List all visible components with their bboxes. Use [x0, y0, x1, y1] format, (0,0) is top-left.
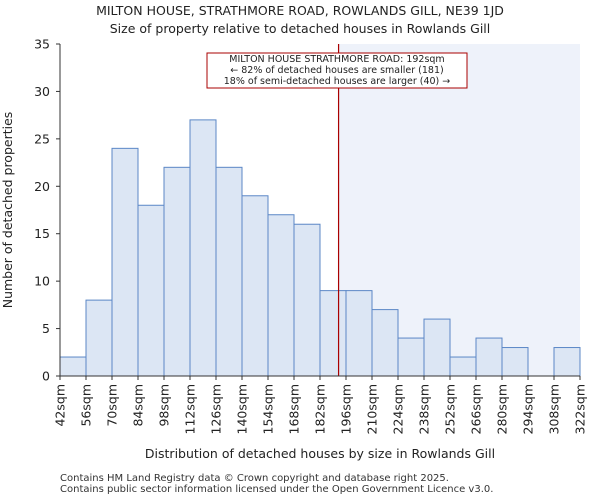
annotation-box: [206, 52, 468, 89]
bar-182sqm: [319, 290, 347, 377]
bar-238sqm: [423, 318, 451, 377]
x-tick-label-140sqm: 140sqm: [235, 384, 250, 434]
y-axis-label: Number of detached properties: [0, 112, 15, 309]
footer-line-1: Contains HM Land Registry data © Crown c…: [60, 473, 449, 484]
bar-84sqm: [137, 204, 165, 377]
footer-line-2: Contains public sector information licen…: [60, 484, 494, 495]
bar-42sqm: [59, 356, 87, 377]
x-tick-label-84sqm: 84sqm: [131, 384, 146, 427]
chart-title: MILTON HOUSE, STRATHMORE ROAD, ROWLANDS …: [96, 3, 504, 18]
y-tick-label: 20: [34, 179, 50, 194]
x-tick-label-280sqm: 280sqm: [495, 384, 510, 434]
bar-140sqm: [241, 195, 269, 377]
x-tick-label-168sqm: 168sqm: [287, 384, 302, 434]
bar-224sqm: [397, 337, 425, 377]
x-tick-label-126sqm: 126sqm: [209, 384, 224, 434]
y-tick-label: 25: [34, 131, 50, 146]
x-tick-label-56sqm: 56sqm: [79, 384, 94, 427]
bar-168sqm: [293, 223, 321, 377]
bar-98sqm: [163, 166, 191, 377]
x-tick-label-210sqm: 210sqm: [365, 384, 380, 434]
x-tick-label-252sqm: 252sqm: [443, 384, 458, 434]
x-tick-label-308sqm: 308sqm: [547, 384, 562, 434]
annotation-line-2: ← 82% of detached houses are smaller (18…: [230, 65, 443, 76]
x-tick-label-238sqm: 238sqm: [417, 384, 432, 434]
bar-210sqm: [371, 309, 399, 377]
x-tick-label-322sqm: 322sqm: [573, 384, 588, 434]
x-tick-label-70sqm: 70sqm: [105, 384, 120, 427]
x-tick-label-154sqm: 154sqm: [261, 384, 276, 434]
histogram-chart: 0 5 10 15 20 25 30 35 42sqm 56sqm 70sqm 84sqm 98sqm…: [0, 37, 588, 462]
x-axis-label: Distribution of detached houses by size …: [145, 446, 495, 461]
y-tick-label: 0: [42, 369, 50, 384]
y-tick-label: 10: [34, 274, 50, 289]
y-tick-label: 15: [34, 226, 50, 241]
bar-280sqm: [501, 347, 529, 377]
x-tick-label-294sqm: 294sqm: [521, 384, 536, 434]
bar-154sqm: [267, 214, 295, 377]
y-tick-label: 35: [34, 37, 50, 52]
annotation-line-1: MILTON HOUSE STRATHMORE ROAD: 192sqm: [229, 54, 444, 65]
bar-56sqm: [85, 299, 113, 377]
x-tick-label-42sqm: 42sqm: [53, 384, 68, 427]
x-tick-label-266sqm: 266sqm: [469, 384, 484, 434]
y-tick-label: 30: [34, 84, 50, 99]
bar-252sqm: [449, 356, 477, 377]
y-tick-label: 5: [42, 321, 50, 336]
x-tick-label-182sqm: 182sqm: [313, 384, 328, 434]
bar-266sqm: [475, 337, 503, 377]
annotation-line-3: 18% of semi-detached houses are larger (…: [224, 76, 451, 87]
chart-subtitle: Size of property relative to detached ho…: [109, 21, 491, 36]
bar-70sqm: [111, 147, 139, 377]
bar-126sqm: [215, 166, 243, 377]
x-tick-label-224sqm: 224sqm: [391, 384, 406, 434]
x-tick-label-196sqm: 196sqm: [339, 384, 354, 434]
bar-308sqm: [553, 347, 581, 377]
x-tick-label-112sqm: 112sqm: [183, 384, 198, 434]
bar-196sqm: [345, 290, 373, 377]
bar-112sqm: [189, 119, 217, 377]
x-tick-label-98sqm: 98sqm: [157, 384, 172, 427]
